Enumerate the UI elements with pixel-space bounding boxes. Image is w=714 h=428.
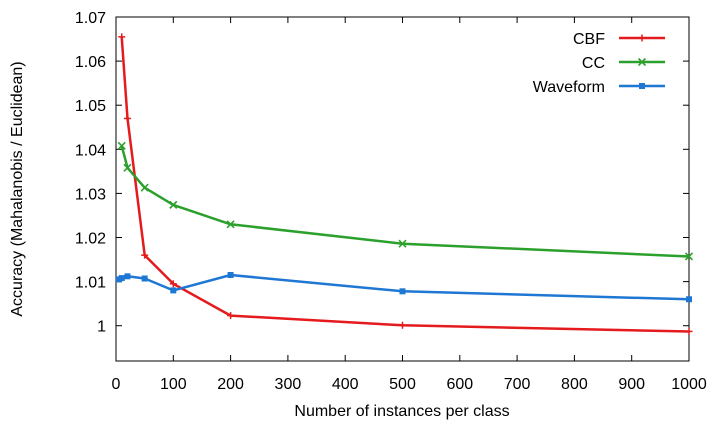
data-point [686,296,692,303]
series-line [118,273,690,301]
data-point [169,200,178,209]
legend-entry-cbf: CBF [573,31,665,48]
data-point [124,273,131,280]
y-tick-label: 1.03 [75,186,106,203]
y-tick-label: 1 [97,319,106,336]
y-axis-title: Accuracy (Mahalanobis / Euclidean) [9,61,26,316]
data-point [685,327,693,335]
data-point [638,34,646,42]
data-point [399,288,406,295]
x-axis: 0 100 200 300 400 500 600 700 800 900 1000 [112,17,707,393]
x-axis-title: Number of instances per class [294,403,509,420]
data-point [118,275,125,282]
y-tick-label: 1.07 [75,10,106,27]
x-tick-label: 300 [275,376,302,393]
y-tick-label: 1.06 [75,54,106,71]
x-tick-label: 700 [504,376,531,393]
y-tick-label: 1.01 [75,275,106,292]
data-point [399,321,406,329]
y-tick-label: 1.04 [75,142,106,159]
data-point [684,252,694,261]
x-tick-label: 0 [112,376,121,393]
data-point [169,280,177,288]
x-tick-label: 600 [446,376,473,393]
series-cbf [118,33,693,335]
data-point [637,57,647,67]
data-point [398,239,407,248]
x-tick-label: 100 [160,376,187,393]
series-cc [117,141,694,261]
data-point [141,275,148,282]
data-point [141,251,149,259]
x-tick-label: 1000 [671,376,707,393]
data-point [123,163,132,172]
legend-label: CBF [573,31,605,48]
legend-label: CC [582,55,605,72]
x-tick-label: 400 [332,376,359,393]
data-point [226,220,235,229]
x-tick-label: 900 [618,376,645,393]
y-tick-label: 1.05 [75,98,106,115]
series-layer [115,33,694,335]
data-point [123,114,131,122]
data-point [227,272,234,278]
y-axis: 1 1.01 1.02 1.03 1.04 1.05 1.06 1.07 [75,10,689,336]
x-tick-label: 500 [389,376,416,393]
x-tick-label: 800 [561,376,588,393]
legend-entry-cc: CC [582,55,665,72]
data-point [118,33,126,41]
data-point [170,287,177,294]
data-point [140,183,149,192]
legend-entry-waveform: Waveform [533,79,665,96]
data-point [227,312,235,320]
data-point [639,83,645,89]
data-point [117,141,126,150]
legend: CBF CC Waveform [533,31,665,96]
x-tick-label: 200 [217,376,244,393]
y-tick-label: 1.02 [75,231,106,248]
series-waveform [115,272,692,303]
legend-label: Waveform [533,79,605,96]
